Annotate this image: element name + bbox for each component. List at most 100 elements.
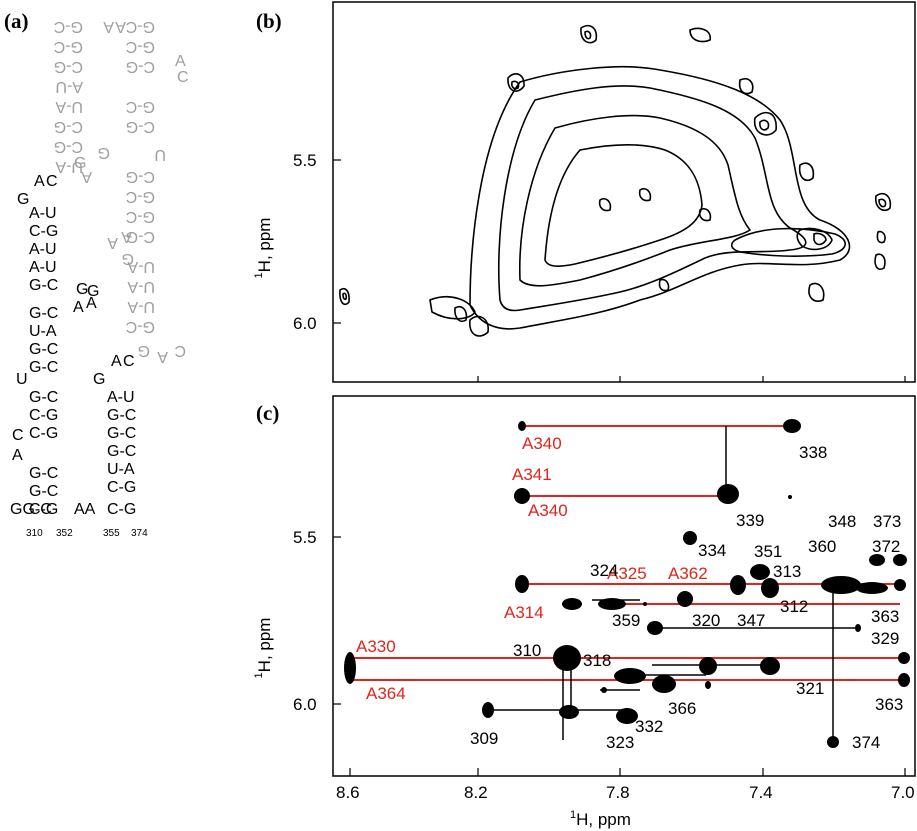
svg-text:309: 309 (470, 729, 498, 748)
panel-c-ylabel: 1H, ppm (253, 618, 274, 679)
panel-b-ylabel: 1H, ppm (253, 218, 274, 279)
svg-text:G-C: G-C (29, 483, 58, 500)
black-strand-left: G A C A-U C-G A-U A-U G-C G G A A G-C U-… (10, 173, 99, 518)
svg-text:332: 332 (635, 717, 663, 736)
panel-c-ytick-5.5: 5.5 (293, 528, 317, 547)
panel-c-peaks (344, 419, 910, 748)
panel-b-frame (332, 1, 916, 383)
svg-text:A362: A362 (668, 564, 708, 583)
svg-text:G: G (17, 191, 29, 208)
svg-text:A: A (121, 228, 132, 245)
svg-text:A-U: A-U (29, 241, 57, 258)
svg-text:G-C: G-C (126, 38, 155, 55)
svg-text:U-A: U-A (29, 323, 57, 340)
svg-text:G-C: G-C (29, 389, 58, 406)
svg-text:U-A: U-A (55, 98, 83, 115)
svg-text:1H, ppm: 1H, ppm (253, 218, 274, 279)
svg-text:A330: A330 (356, 637, 396, 656)
svg-text:374: 374 (131, 528, 148, 539)
svg-text:G: G (74, 155, 86, 172)
svg-text:A: A (86, 295, 97, 312)
svg-text:C-G: C-G (126, 118, 155, 135)
svg-text:C-G: C-G (29, 407, 58, 424)
svg-text:A340: A340 (528, 501, 568, 520)
svg-text:310: 310 (513, 641, 541, 660)
svg-text:G-C: G-C (29, 305, 58, 322)
svg-text:G-C: G-C (54, 38, 83, 55)
svg-text:348: 348 (828, 512, 856, 531)
panel-c-spectrum: 5.5 6.0 8.6 8.2 7.8 7.4 7.0 1H, ppm 1H, … (253, 395, 916, 829)
svg-text:C-G: C-G (126, 228, 155, 245)
svg-text:G-C: G-C (126, 98, 155, 115)
svg-text:366: 366 (668, 699, 696, 718)
svg-text:320: 320 (692, 611, 720, 630)
svg-text:G-C: G-C (29, 341, 58, 358)
svg-text:359: 359 (612, 611, 640, 630)
panel-c-xtick-7.4: 7.4 (749, 783, 773, 802)
svg-text:U-A: U-A (107, 461, 135, 478)
svg-text:C-G: C-G (54, 58, 83, 75)
svg-text:C-G: C-G (29, 425, 58, 442)
svg-text:C-G: C-G (107, 501, 136, 518)
gray-strand: G-C G-C C-G A-U U-A C-G C-G U-A G A G A … (54, 18, 189, 365)
svg-text:G: G (93, 371, 105, 388)
svg-text:C-G: C-G (54, 118, 83, 135)
svg-text:374: 374 (852, 733, 880, 752)
panel-b-contours (339, 24, 892, 337)
svg-text:C-G: C-G (29, 501, 58, 518)
svg-text:AA: AA (74, 501, 96, 518)
svg-text:A: A (107, 234, 118, 251)
svg-text:C-G: C-G (107, 479, 136, 496)
svg-text:C-G: C-G (126, 168, 155, 185)
svg-text:A: A (81, 168, 92, 185)
svg-text:A325: A325 (607, 564, 647, 583)
svg-text:A: A (34, 173, 45, 190)
panel-b-ticks (333, 159, 906, 382)
svg-text:U-A: U-A (55, 158, 83, 175)
svg-text:A364: A364 (366, 684, 406, 703)
svg-text:A-U: A-U (55, 78, 83, 95)
svg-text:U-A: U-A (127, 258, 155, 275)
svg-text:G-C: G-C (126, 18, 155, 35)
panel-label-a: (a) (4, 9, 29, 33)
panel-c-xlabel: 1H, ppm (570, 809, 631, 829)
svg-text:318: 318 (583, 651, 611, 670)
svg-text:323: 323 (606, 733, 634, 752)
residue-numbers: 310 352 355 374 (26, 528, 148, 539)
svg-text:G: G (87, 283, 99, 300)
svg-text:G-C: G-C (107, 443, 136, 460)
svg-text:G: G (98, 144, 110, 161)
svg-text:A: A (111, 353, 122, 370)
svg-text:363: 363 (871, 607, 899, 626)
svg-text:A340: A340 (522, 434, 562, 453)
svg-text:C-G: C-G (29, 223, 58, 240)
svg-text:C: C (46, 173, 58, 190)
svg-text:360: 360 (808, 537, 836, 556)
panel-c-xtick-8.2: 8.2 (464, 783, 488, 802)
svg-text:C: C (174, 342, 186, 359)
svg-text:355: 355 (103, 528, 120, 539)
svg-text:G-C: G-C (29, 277, 58, 294)
black-labels: 338 339 334 351 348 373 324 360 372 313 … (470, 443, 903, 752)
svg-text:351: 351 (754, 542, 782, 561)
svg-text:A: A (12, 447, 23, 464)
red-labels: A340 A341 A340 A325 A362 A314 A330 A364 (356, 434, 708, 703)
panel-c-xtick-7.8: 7.8 (606, 783, 630, 802)
svg-text:A: A (115, 18, 126, 35)
svg-text:352: 352 (56, 528, 73, 539)
svg-text:C: C (12, 427, 24, 444)
black-strand-right: A C G A-U G-C G-C G-C U-A C-G C-G (93, 353, 136, 518)
panel-b-ytick-5.5: 5.5 (293, 151, 317, 170)
panel-c-xtick-7.0: 7.0 (891, 783, 915, 802)
svg-text:A-U: A-U (29, 205, 57, 222)
svg-text:363: 363 (875, 695, 903, 714)
panel-c-ytick-6.0: 6.0 (293, 695, 317, 714)
secondary-structure: G-C G-C C-G A-U U-A C-G C-G U-A G A G A … (10, 18, 189, 539)
svg-text:A314: A314 (504, 603, 544, 622)
svg-text:G-C: G-C (126, 208, 155, 225)
svg-text:A: A (157, 348, 168, 365)
svg-text:G-C: G-C (107, 407, 136, 424)
svg-text:1H, ppm: 1H, ppm (253, 618, 274, 679)
panel-b-spectrum: 5.5 6.0 1H, ppm (253, 1, 916, 383)
